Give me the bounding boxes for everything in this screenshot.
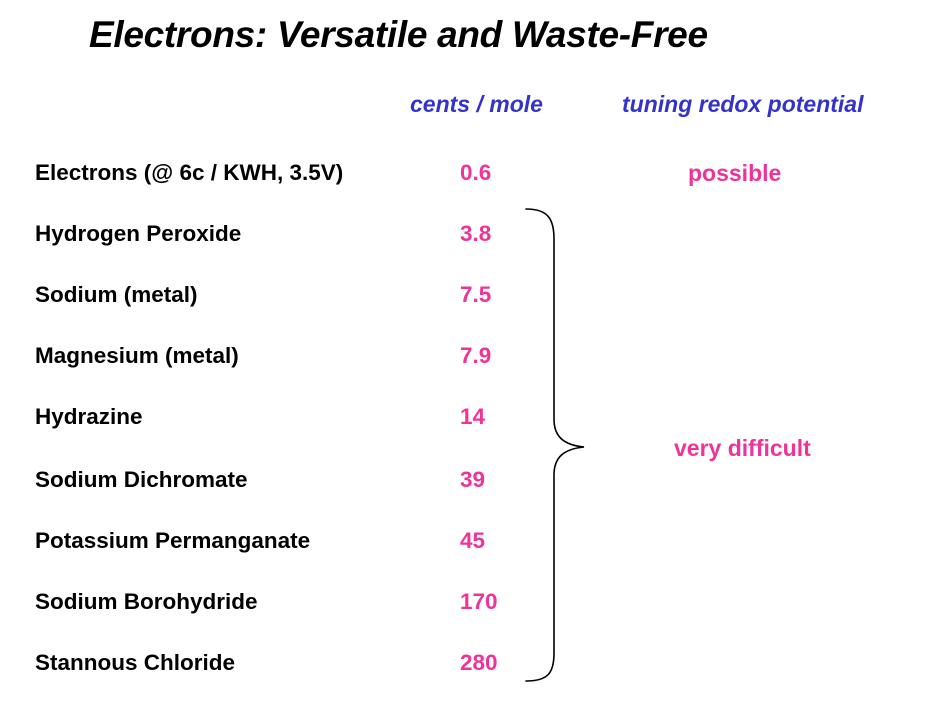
row-cost-hydrazine: 14 xyxy=(460,404,486,429)
row-cost-stannous-chloride: 280 xyxy=(460,650,498,675)
row-cost-magnesium-metal: 7.9 xyxy=(460,343,492,368)
row-name-hydrazine: Hydrazine xyxy=(35,404,143,429)
slide-title: Electrons: Versatile and Waste-Free xyxy=(89,14,708,55)
row-name-hydrogen-peroxide: Hydrogen Peroxide xyxy=(35,221,242,246)
row-name-sodium-dichromate: Sodium Dichromate xyxy=(35,467,248,492)
row-cost-sodium-dichromate: 39 xyxy=(460,467,486,492)
row-cost-electrons: 0.6 xyxy=(460,160,492,185)
row-cost-sodium-metal: 7.5 xyxy=(460,282,492,307)
row-cost-potassium-permanganate: 45 xyxy=(460,528,486,553)
row-name-magnesium-metal: Magnesium (metal) xyxy=(35,343,239,368)
row-name-electrons: Electrons (@ 6c / KWH, 3.5V) xyxy=(35,160,344,185)
curly-brace xyxy=(525,208,585,682)
note-possible: possible xyxy=(688,160,782,186)
row-name-sodium-metal: Sodium (metal) xyxy=(35,282,198,307)
row-name-potassium-permanganate: Potassium Permanganate xyxy=(35,528,311,553)
header-cents-per-mole: cents / mole xyxy=(410,91,543,117)
note-very-difficult: very difficult xyxy=(674,435,811,461)
row-name-stannous-chloride: Stannous Chloride xyxy=(35,650,236,675)
row-cost-sodium-borohydride: 170 xyxy=(460,589,498,614)
row-name-sodium-borohydride: Sodium Borohydride xyxy=(35,589,258,614)
row-cost-hydrogen-peroxide: 3.8 xyxy=(460,221,492,246)
header-tuning-redox-potential: tuning redox potential xyxy=(622,91,864,117)
